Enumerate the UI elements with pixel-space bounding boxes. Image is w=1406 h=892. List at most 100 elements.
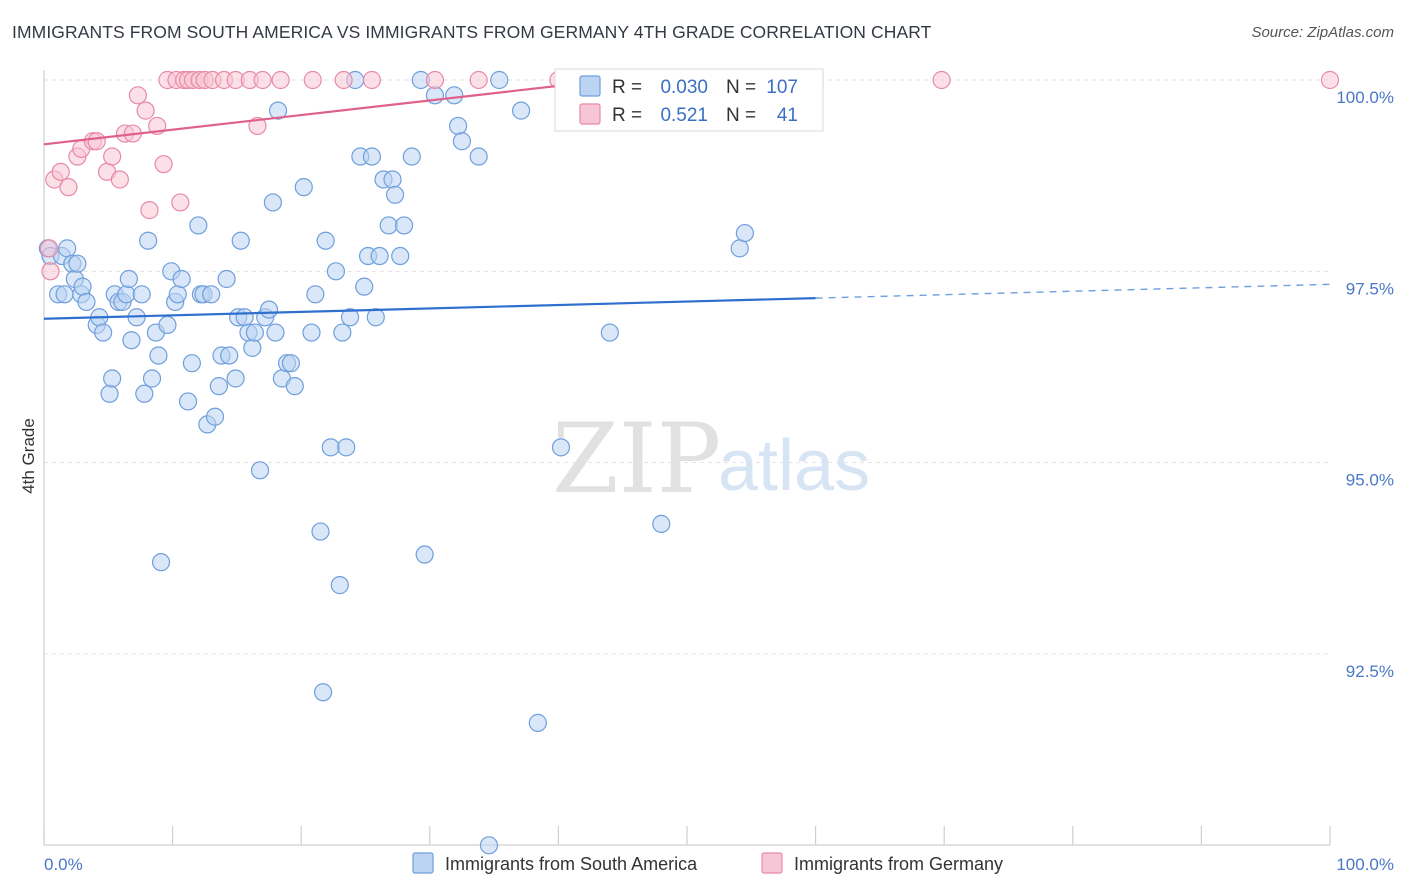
series-south-america-points [38, 70, 754, 855]
watermark: ZIP atlas [552, 403, 870, 515]
legend-label-germany: Immigrants from Germany [794, 854, 1003, 874]
south-america-point-53 [243, 338, 262, 357]
south-america-point-27 [142, 369, 162, 388]
stats-r-value-1: 0.030 [660, 77, 708, 98]
south-america-point-65 [294, 178, 313, 197]
south-america-point-96 [452, 132, 472, 151]
south-america-point-26 [139, 231, 158, 250]
south-america-point-68 [311, 522, 330, 541]
south-america-point-105 [730, 239, 749, 258]
south-america-point-89 [394, 216, 414, 235]
germany-point-31 [248, 116, 267, 136]
south-america-point-60 [268, 101, 288, 120]
stats-r-label-1: R = [612, 77, 642, 98]
y-tick-label-3: 92.5% [1346, 662, 1394, 681]
south-america-point-82 [366, 308, 385, 327]
south-america-point-29 [149, 346, 168, 365]
south-america-point-48 [226, 369, 245, 388]
south-america-point-25 [135, 384, 154, 403]
y-tick-labels: 100.0% 97.5% 95.0% 92.5% [1336, 88, 1394, 681]
germany-point-18 [154, 155, 173, 174]
trend-lines [43, 78, 1331, 320]
legend-label-south-america: Immigrants from South America [445, 854, 698, 874]
watermark-zip: ZIP [552, 403, 721, 515]
series-germany-points [40, 70, 1340, 281]
south-america-point-55 [250, 461, 270, 480]
south-america-point-31 [158, 315, 177, 335]
south-america-point-59 [266, 323, 285, 342]
south-america-point-101 [528, 713, 547, 732]
germany-point-8 [87, 132, 106, 151]
germany-point-36 [362, 70, 382, 90]
south-america-point-35 [172, 269, 191, 289]
south-america-point-38 [189, 216, 208, 235]
south-america-point-104 [652, 514, 671, 533]
stats-legend: R = 0.030 N = 107 R = 0.521 N = 41 [554, 68, 824, 132]
germany-point-37 [425, 70, 445, 90]
watermark-atlas: atlas [718, 426, 870, 506]
south-america-point-66 [302, 323, 321, 342]
legend-swatch-germany [761, 852, 783, 874]
south-america-point-63 [281, 354, 301, 373]
stats-n-label-2: N = [726, 105, 756, 126]
south-america-point-90 [402, 147, 421, 166]
south-america-point-87 [385, 185, 405, 204]
south-america-point-94 [445, 86, 464, 105]
south-america-point-36 [178, 392, 198, 411]
y-axis-label: 4th Grade [19, 418, 38, 494]
south-america-point-95 [448, 116, 468, 136]
south-america-point-83 [370, 246, 389, 266]
south-america-point-74 [333, 323, 352, 342]
germany-point-15 [136, 101, 155, 120]
south-america-point-67 [306, 285, 325, 304]
south-america-point-21 [119, 269, 138, 289]
south-america-point-15 [100, 384, 119, 403]
germany-point-right-0 [932, 70, 951, 90]
south-america-point-4 [55, 285, 74, 304]
germany-point-34 [303, 70, 322, 90]
south-america-point-73 [330, 576, 349, 595]
stats-n-value-2: 41 [777, 105, 798, 126]
south-america-point-5 [58, 239, 77, 258]
germany-point-10 [103, 147, 122, 166]
south-america-point-54 [245, 323, 265, 342]
germany-point-right-1 [1320, 70, 1340, 90]
south-america-point-76 [340, 308, 360, 327]
south-america-point-106 [735, 223, 754, 243]
trend-line-south-america [43, 297, 816, 320]
south-america-point-51 [235, 308, 254, 327]
south-america-point-81 [362, 147, 382, 166]
x-ticks [43, 826, 1331, 845]
south-america-point-72 [326, 262, 346, 281]
germany-point-35 [334, 70, 353, 90]
germany-point-4 [59, 178, 78, 197]
south-america-point-86 [383, 170, 402, 189]
south-america-point-30 [151, 553, 171, 572]
south-america-point-37 [182, 354, 201, 373]
south-america-point-10 [73, 277, 92, 296]
south-america-point-20 [117, 285, 136, 304]
y-tick-label-0: 100.0% [1336, 88, 1394, 107]
south-america-point-58 [263, 193, 283, 212]
south-america-point-88 [391, 246, 410, 266]
south-america-point-24 [132, 285, 151, 304]
stats-r-label-2: R = [612, 105, 642, 126]
south-america-point-71 [321, 438, 340, 457]
south-america-point-102 [551, 438, 571, 457]
south-america-point-64 [285, 377, 304, 396]
bottom-legend: Immigrants from South America Immigrants… [412, 852, 1003, 874]
stats-r-value-2: 0.521 [660, 105, 708, 126]
south-america-point-98 [479, 836, 499, 855]
south-america-point-43 [205, 407, 225, 426]
south-america-point-92 [415, 545, 434, 564]
germany-point-14 [128, 86, 147, 105]
grid-lines [44, 79, 1330, 655]
legend-swatch-south-america [412, 852, 434, 874]
germany-point-11 [110, 170, 129, 189]
germany-point-1 [41, 262, 60, 281]
south-america-point-22 [122, 331, 141, 350]
south-america-point-79 [355, 277, 374, 296]
south-america-point-44 [209, 377, 228, 396]
germany-point-3 [51, 162, 70, 181]
